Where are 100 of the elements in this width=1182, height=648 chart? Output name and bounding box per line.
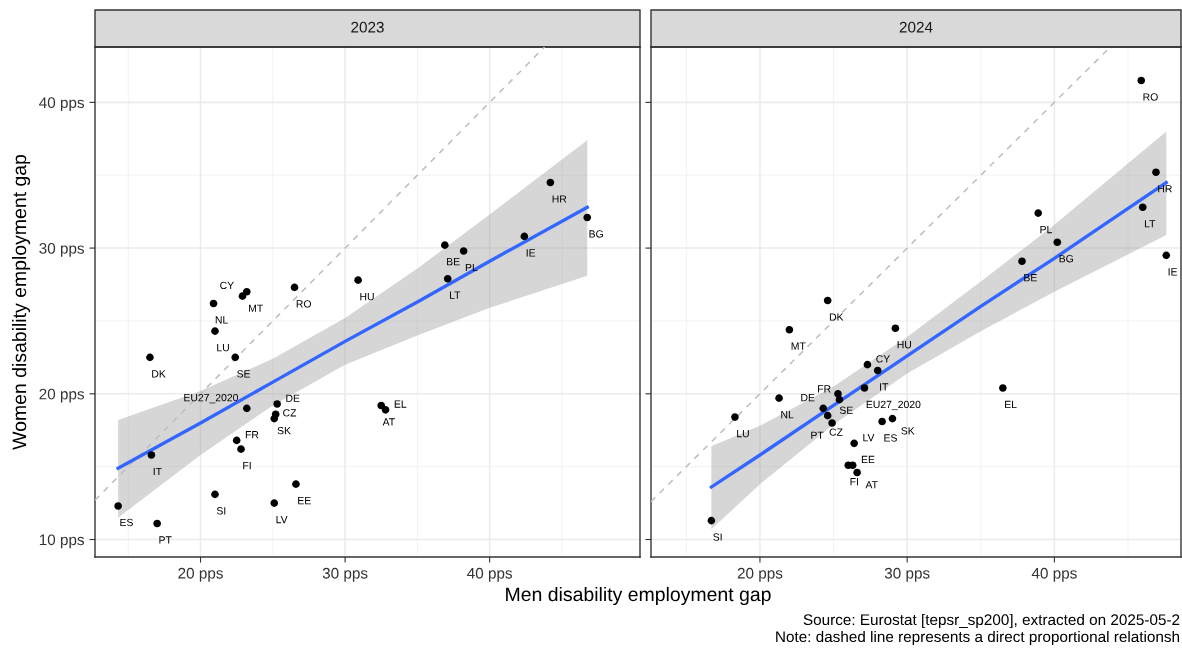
annotation: CY <box>876 355 890 363</box>
annotation: HU <box>360 293 374 301</box>
point <box>147 451 156 459</box>
point <box>878 417 886 426</box>
point <box>232 436 241 445</box>
point <box>354 276 362 284</box>
annotation: DK <box>152 370 166 378</box>
annotation: CZ <box>283 409 297 417</box>
point <box>209 299 218 308</box>
point <box>863 360 872 369</box>
point <box>853 468 861 477</box>
annotation: CZ <box>829 428 843 436</box>
annotation: NL <box>781 411 794 419</box>
annotation: LU <box>217 344 229 352</box>
point <box>381 406 390 414</box>
point <box>785 325 794 334</box>
point <box>731 413 739 421</box>
annotation: ES <box>884 434 897 442</box>
point <box>707 516 716 525</box>
annotation: PT <box>811 431 824 439</box>
annotation: EL <box>394 400 407 408</box>
point <box>775 394 783 402</box>
point <box>441 241 449 249</box>
annotation: MT <box>249 304 263 312</box>
annotation: IT <box>153 467 162 476</box>
annotation: SE <box>237 370 251 378</box>
annotation: FR <box>818 385 831 393</box>
annotation: FR <box>245 431 259 439</box>
annotation: FI <box>243 462 251 470</box>
point <box>1018 257 1026 265</box>
point <box>1162 251 1171 260</box>
annotation: BG <box>1059 255 1073 263</box>
annotation: SK <box>277 426 291 435</box>
annotation: IT <box>880 383 889 391</box>
point <box>520 232 529 241</box>
point <box>114 502 122 510</box>
annotation: DE <box>801 394 815 402</box>
annotation: EU27_2020 <box>866 400 921 411</box>
chart-title: 2023 <box>351 21 384 33</box>
point <box>819 404 828 413</box>
point <box>443 274 452 283</box>
annotation: SI <box>713 533 722 541</box>
y-tick-label: 10 pps <box>39 534 85 549</box>
annotation: CY <box>220 281 234 290</box>
annotation: PL <box>1040 226 1052 234</box>
point <box>888 414 897 423</box>
annotation: IE <box>1168 268 1178 276</box>
point <box>850 439 858 448</box>
annotation: NL <box>215 316 228 324</box>
point <box>999 384 1007 392</box>
point <box>242 288 251 296</box>
y-tick-label: 30 pps <box>39 242 85 257</box>
annotation: LT <box>1144 220 1156 228</box>
annotation: BG <box>589 230 603 238</box>
annotation: RO <box>296 300 312 308</box>
annotation: HR <box>552 195 567 203</box>
point <box>238 292 247 300</box>
point <box>583 213 592 222</box>
point <box>1152 168 1160 177</box>
y-tick-label: 40 pps <box>39 97 85 112</box>
point <box>153 519 161 528</box>
annotation: SK <box>901 427 915 435</box>
x-tick-label: 40 pps <box>467 567 513 582</box>
point <box>211 490 219 499</box>
annotation: RO <box>1143 93 1158 101</box>
annotation: IE <box>526 249 536 257</box>
point <box>823 296 832 305</box>
annotation: EL <box>1005 400 1017 409</box>
annotation: PT <box>159 536 172 544</box>
annotation: EU27_2020 <box>184 393 239 404</box>
annotation: HR <box>1158 185 1172 193</box>
point <box>146 353 154 362</box>
point <box>273 400 281 408</box>
point <box>823 411 832 420</box>
point <box>873 366 882 375</box>
y-tick-label: 20 pps <box>39 388 85 403</box>
annotation: DK <box>829 313 844 321</box>
point <box>1034 209 1042 217</box>
annotation: FI <box>850 478 858 486</box>
annotation: DE <box>286 394 300 402</box>
point <box>290 283 299 292</box>
annotation: LU <box>737 430 749 438</box>
x-tick-label: 30 pps <box>322 567 368 582</box>
point <box>459 247 468 255</box>
point <box>546 178 555 187</box>
chart-title: 2024 <box>899 21 933 33</box>
point <box>835 395 844 404</box>
annotation: AT <box>865 481 878 489</box>
point <box>292 480 300 488</box>
x-axis-title: Men disability employment gap <box>506 586 771 606</box>
point <box>237 445 245 453</box>
annotation: AT <box>382 418 395 426</box>
point <box>860 384 869 392</box>
point <box>828 419 836 427</box>
line-series <box>116 205 589 470</box>
annotation: EE <box>298 497 311 505</box>
point <box>1053 238 1062 247</box>
point <box>211 327 219 335</box>
x-tick-label: 20 pps <box>178 567 223 582</box>
annotation: EE <box>861 455 875 464</box>
